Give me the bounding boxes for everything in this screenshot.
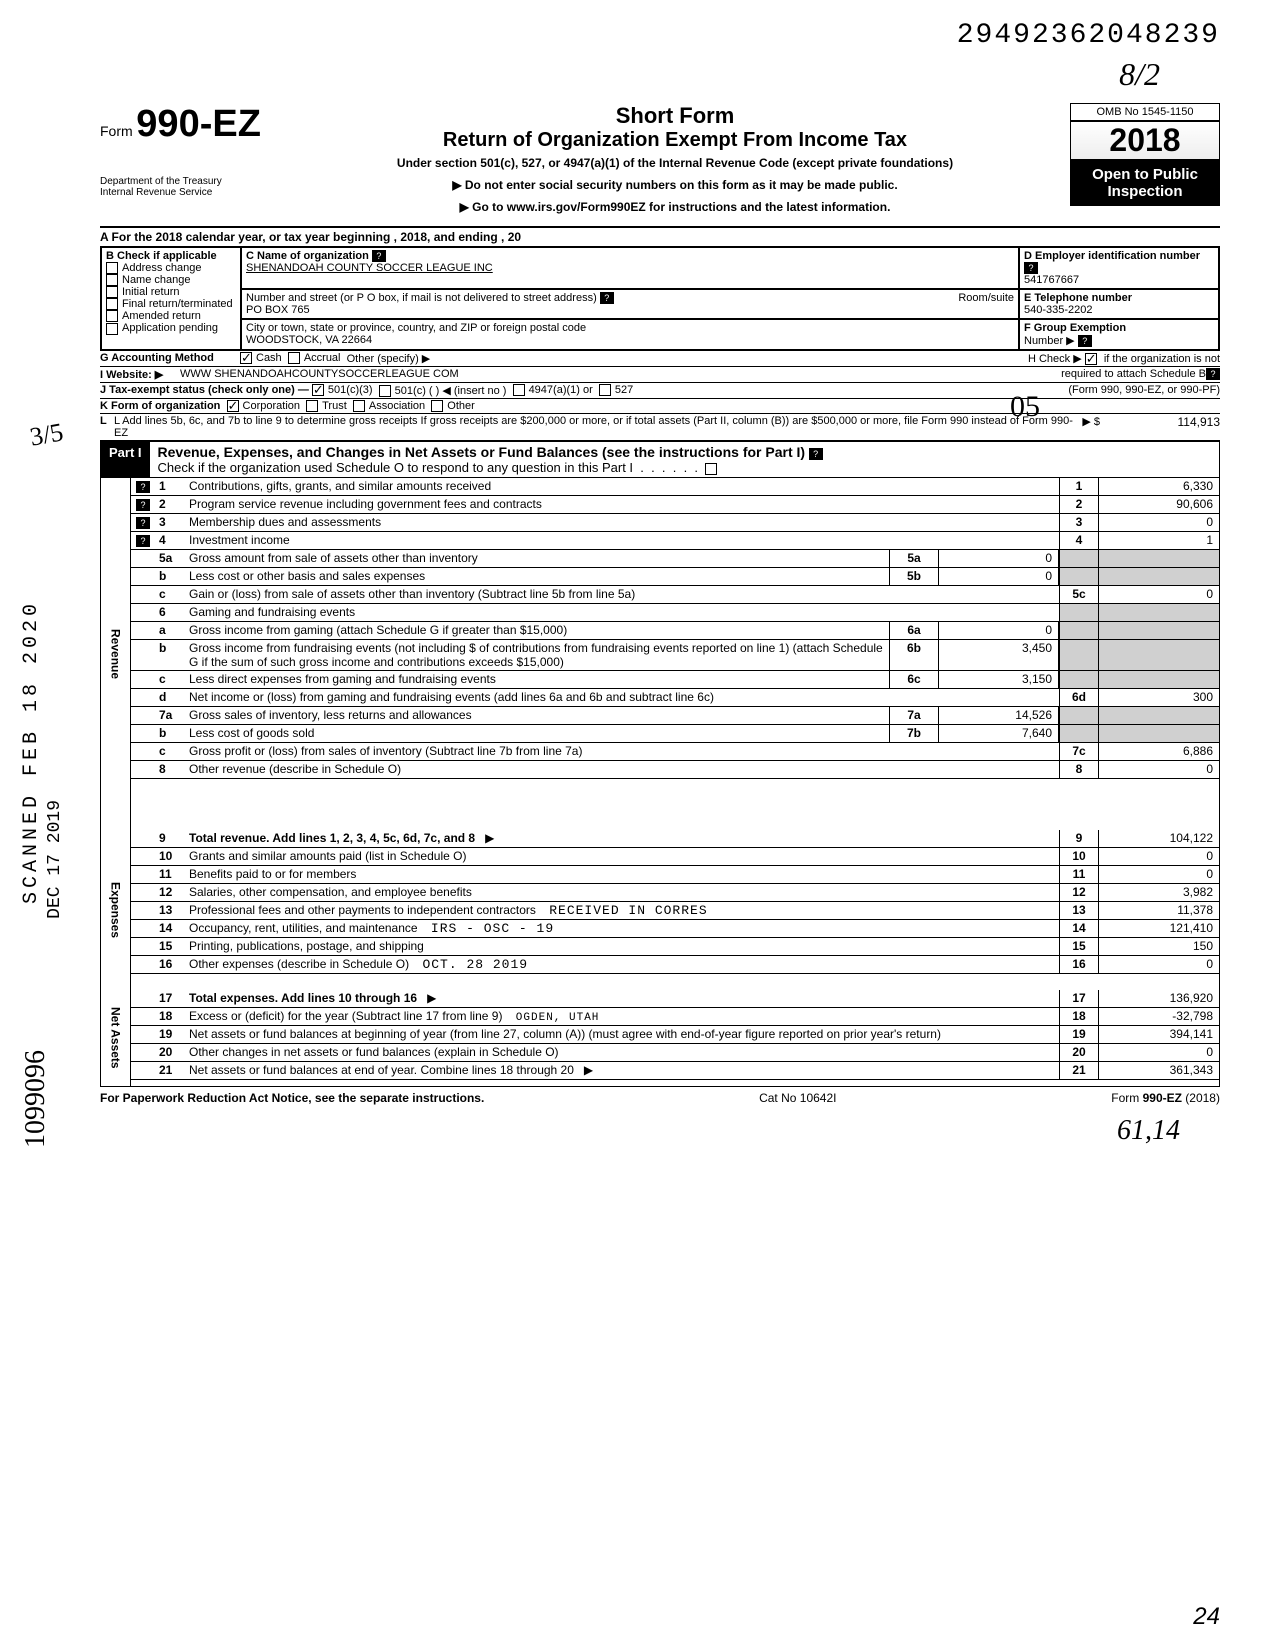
part1-label: Part I: [101, 442, 150, 477]
form-org-label: K Form of organization: [100, 400, 220, 412]
help-icon[interactable]: ?: [372, 250, 386, 262]
website-value: WWW SHENANDOAHCOUNTYSOCCERLEAGUE COM: [180, 368, 459, 381]
warning-line: ▶ Do not enter social security numbers o…: [290, 178, 1060, 192]
checkbox-4947[interactable]: 4947(a)(1) or: [513, 384, 593, 397]
help-icon[interactable]: ?: [809, 448, 823, 460]
checkbox-corporation[interactable]: Corporation: [227, 400, 300, 412]
checkbox-527[interactable]: 527: [599, 384, 633, 397]
city-value: WOODSTOCK, VA 22664: [246, 334, 372, 346]
phone-label: E Telephone number: [1024, 292, 1132, 304]
section-a-line: A For the 2018 calendar year, or tax yea…: [100, 227, 1220, 246]
page-number: 24: [1193, 1603, 1220, 1631]
tax-status-label: J Tax-exempt status (check only one) —: [100, 384, 309, 397]
footer-left: For Paperwork Reduction Act Notice, see …: [100, 1091, 484, 1105]
checkbox-pending[interactable]: Application pending: [106, 322, 236, 334]
revenue-table: Revenue?1Contributions, gifts, grants, a…: [100, 478, 1220, 1087]
tax-year: 2018: [1070, 121, 1220, 160]
handwritten-number-side: 1099096: [20, 1050, 52, 1148]
accounting-label: G Accounting Method: [100, 352, 240, 365]
footer-right: Form 990-EZ (2018): [1111, 1091, 1220, 1105]
short-form-title: Short Form: [290, 103, 1060, 129]
section-h-line3: required to attach Schedule B: [1061, 368, 1206, 381]
handwritten-bottom: 61,14: [100, 1115, 1220, 1147]
help-icon[interactable]: ?: [1206, 368, 1220, 380]
goto-line: ▶ Go to www.irs.gov/Form990EZ for instru…: [290, 200, 1060, 214]
form-prefix: Form: [100, 123, 133, 139]
line-l-arrow: ▶ $: [1082, 415, 1100, 439]
form-subtitle: Under section 501(c), 527, or 4947(a)(1)…: [290, 156, 1060, 170]
handwritten-annotation: 8/2: [100, 56, 1220, 93]
open-public-badge: Open to Public Inspection: [1070, 160, 1220, 206]
checkbox-final-return[interactable]: Final return/terminated: [106, 298, 236, 310]
help-icon[interactable]: ?: [600, 292, 614, 304]
omb-number: OMB No 1545-1150: [1070, 103, 1220, 121]
city-label: City or town, state or province, country…: [246, 322, 586, 334]
checkbox-schedule-b[interactable]: [1085, 353, 1097, 365]
scanned-stamp: SCANNED FEB 18 2020: [20, 600, 43, 904]
handwritten-05: 05: [1010, 390, 1040, 424]
checkbox-accrual[interactable]: Accrual: [288, 352, 341, 365]
footer-cat: Cat No 10642I: [759, 1091, 836, 1105]
header-info-grid: B Check if applicable Address change Nam…: [100, 246, 1220, 351]
section-h-line2: if the organization is not: [1104, 353, 1220, 365]
checkbox-schedule-o[interactable]: [705, 463, 717, 475]
group-exempt-label: F Group Exemption: [1024, 322, 1126, 334]
checkbox-address-change[interactable]: Address change: [106, 262, 236, 274]
phone-value: 540-335-2202: [1024, 304, 1093, 316]
ein-label: D Employer identification number: [1024, 250, 1200, 262]
room-label: Room/suite: [958, 292, 1014, 304]
checkbox-amended[interactable]: Amended return: [106, 310, 236, 322]
form-header: Form 990-EZ Department of the Treasury I…: [100, 103, 1220, 227]
checkbox-trust[interactable]: Trust: [306, 400, 347, 412]
department-label: Department of the Treasury Internal Reve…: [100, 176, 280, 198]
section-h-line4: (Form 990, 990-EZ, or 990-PF): [1068, 384, 1220, 397]
address-label: Number and street (or P O box, if mail i…: [246, 292, 597, 304]
checkbox-name-change[interactable]: Name change: [106, 274, 236, 286]
checkbox-501c3[interactable]: 501(c)(3): [312, 384, 373, 397]
part1-title: Revenue, Expenses, and Changes in Net As…: [158, 444, 806, 460]
line-l-text: L Add lines 5b, 6c, and 7b to line 9 to …: [114, 415, 1082, 439]
date-stamp: DEC 17 2019: [45, 800, 65, 919]
section-b-label: B Check if applicable: [106, 250, 236, 262]
checkbox-cash[interactable]: Cash: [240, 352, 282, 365]
checkbox-other-org[interactable]: Other: [431, 400, 475, 412]
section-h-line1: H Check ▶: [1028, 353, 1082, 365]
group-exempt-number: Number ▶: [1024, 335, 1075, 347]
checkbox-initial-return[interactable]: Initial return: [106, 286, 236, 298]
website-label: I Website: ▶: [100, 368, 180, 381]
part1-check-text: Check if the organization used Schedule …: [158, 460, 634, 475]
org-name-label: C Name of organization: [246, 250, 369, 262]
form-number: 990-EZ: [136, 103, 261, 145]
checkbox-association[interactable]: Association: [353, 400, 425, 412]
help-icon[interactable]: ?: [1024, 262, 1038, 274]
form-title: Return of Organization Exempt From Incom…: [290, 129, 1060, 152]
org-name-value: SHENANDOAH COUNTY SOCCER LEAGUE INC: [246, 262, 493, 274]
line-l-value: 114,913: [1100, 415, 1220, 439]
form-footer: For Paperwork Reduction Act Notice, see …: [100, 1087, 1220, 1105]
accounting-other: Other (specify) ▶: [347, 352, 431, 365]
document-id: 29492362048239: [100, 20, 1220, 51]
ein-value: 541767667: [1024, 274, 1079, 286]
checkbox-501c[interactable]: 501(c) ( ) ◀ (insert no ): [379, 384, 507, 397]
handwritten-side: 3/5: [28, 417, 66, 452]
help-icon[interactable]: ?: [1078, 335, 1092, 347]
address-value: PO BOX 765: [246, 304, 310, 316]
